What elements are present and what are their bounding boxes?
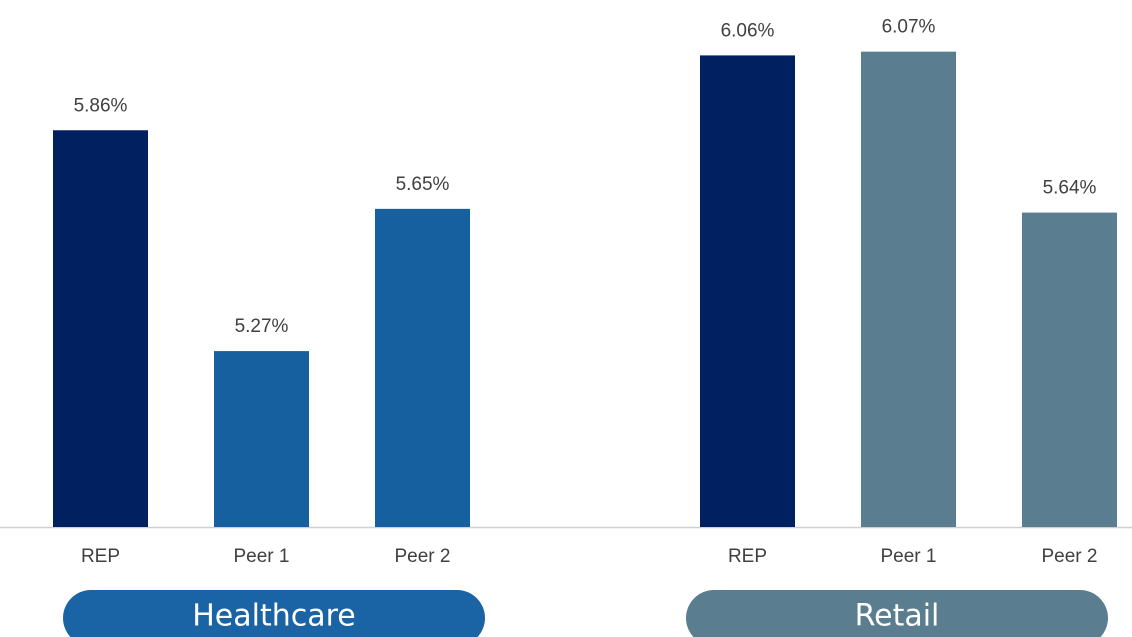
value-label: 6.07% [882, 17, 936, 38]
value-label: 5.27% [235, 316, 289, 337]
group-title: Retail [855, 599, 940, 634]
bar [1022, 212, 1117, 527]
group-title: Healthcare [192, 599, 356, 634]
value-label: 5.86% [74, 95, 128, 116]
group-pill [63, 590, 485, 637]
x-tick-label: Peer 2 [1042, 546, 1098, 567]
bar [700, 55, 795, 528]
bar [214, 351, 309, 527]
x-tick-label: REP [81, 546, 120, 567]
x-tick-label: Peer 2 [395, 546, 451, 567]
bar [861, 51, 956, 528]
x-tick-label: Peer 1 [881, 546, 937, 567]
group-pill [686, 590, 1108, 637]
value-label: 6.06% [721, 20, 775, 41]
x-tick-label: REP [728, 546, 767, 567]
bar [375, 208, 470, 527]
bar [53, 130, 148, 527]
x-tick-label: Peer 1 [234, 546, 290, 567]
value-label: 5.65% [396, 174, 450, 195]
value-label: 5.64% [1043, 178, 1097, 199]
